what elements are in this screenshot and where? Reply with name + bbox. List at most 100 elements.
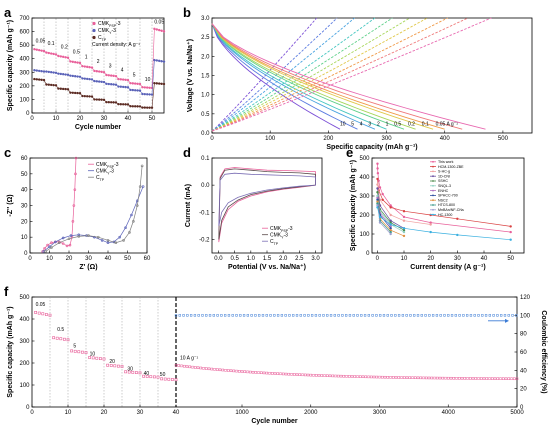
y2-tick-label: 80 [520,332,527,338]
cv-curve [218,172,316,226]
x-tick-label: 2.0 [279,256,288,262]
series-a-point [110,74,113,77]
series-a-point [71,60,75,64]
series-a-point [141,86,144,89]
legend-marker [92,21,96,26]
capacity-point [221,368,224,372]
ce-point [276,314,280,317]
series-a-point [112,83,115,86]
series-a-point [105,73,108,77]
legend-label: This work [438,160,454,164]
series-a-point [119,103,123,106]
ce-point [515,314,518,317]
legend-marker-dot [432,199,434,202]
series-a-point [112,101,115,104]
capacity-point [113,364,117,368]
panel-b: 0 100 200 300 400 500 0.0 0.5 1.0 1.5 2.0 2.5 3.0 Spe… [183,5,533,151]
series-a-point [117,102,120,106]
y-tick-label: 100 [19,383,30,389]
discharge-curve [211,23,463,130]
series-a-point [33,48,36,51]
capacity-point [507,377,510,380]
series-a-point [81,64,84,68]
ce-point [375,314,378,317]
series-a-point [107,82,111,86]
capacity-point [331,374,334,378]
capacity-point [262,371,266,375]
comparison-point [389,204,392,207]
series-a-point [62,73,65,76]
ce-point [420,314,423,317]
capacity-point [460,377,464,380]
series-a-point [93,79,96,83]
capacity-point [287,372,290,376]
capacity-point [353,375,356,378]
capacity-point [361,375,365,378]
ce-point [435,314,439,317]
capacity-point [425,376,428,380]
capacity-point [477,377,480,380]
capacity-point [485,377,488,380]
y2-tick-label: 120 [520,295,531,301]
capacity-point [260,371,263,374]
series-a-point [150,93,154,96]
ce-point [356,314,359,317]
capacity-point [496,377,499,380]
ce-point [348,314,352,317]
nyquist-point [61,242,65,245]
capacity-point [482,377,486,380]
ce-point [360,314,363,317]
nyquist-point [50,246,53,249]
x-tick-label: 0.5 [230,256,239,262]
series-a-point [158,28,161,32]
capacity-point [458,377,461,380]
y-tick-label: 200 [19,84,30,90]
x-tick-label: 1.5 [263,256,272,262]
ce-point [197,314,200,317]
y-tick-label: 20 [21,219,28,225]
ce-point [507,314,510,317]
series-a-point [98,80,101,83]
ce-point [239,314,242,317]
x-tick-label: 5000 [510,410,524,416]
nyquist-point [50,241,53,245]
legend-name-tail: -3 [288,226,293,232]
y-tick-label: 200 [19,361,30,367]
legend-label: SPHCC-700 [438,194,458,198]
series-a-point [112,74,115,78]
nyquist-point [46,243,49,247]
series-a-point [47,51,50,55]
comparison-point [376,196,379,200]
charge-curve [211,17,355,132]
series-a-point [119,78,123,81]
ce-point [352,314,355,317]
comparison-point [389,227,392,230]
comparison-point [376,187,379,190]
series-a-point [47,70,50,74]
series-a-point [71,74,75,78]
capacity-point [441,376,444,380]
capacity-point [298,373,301,376]
series-a-point [59,72,62,76]
comparison-point [381,198,384,201]
legend-label: CTP [98,35,107,42]
capacity-point [142,374,146,378]
capacity-point [273,372,277,375]
capacity-point [342,374,345,378]
ce-point [492,314,495,317]
ce-point [284,314,287,317]
comparison-point [402,234,406,238]
nyquist-point [74,172,77,176]
x-tick-label: 0 [30,116,34,122]
ce-point [500,314,503,317]
y-tick-label: 0.0 [201,183,210,189]
series-a-point [90,95,94,98]
capacity-point [185,365,189,368]
legend-note: Current density: A g⁻¹ [92,42,140,48]
ce-point [382,314,386,317]
series-a-point [136,82,139,86]
nyquist-point [132,220,135,223]
ce-point [208,314,212,317]
capacity-point [271,372,274,375]
y-tick-label: 0 [24,251,28,257]
